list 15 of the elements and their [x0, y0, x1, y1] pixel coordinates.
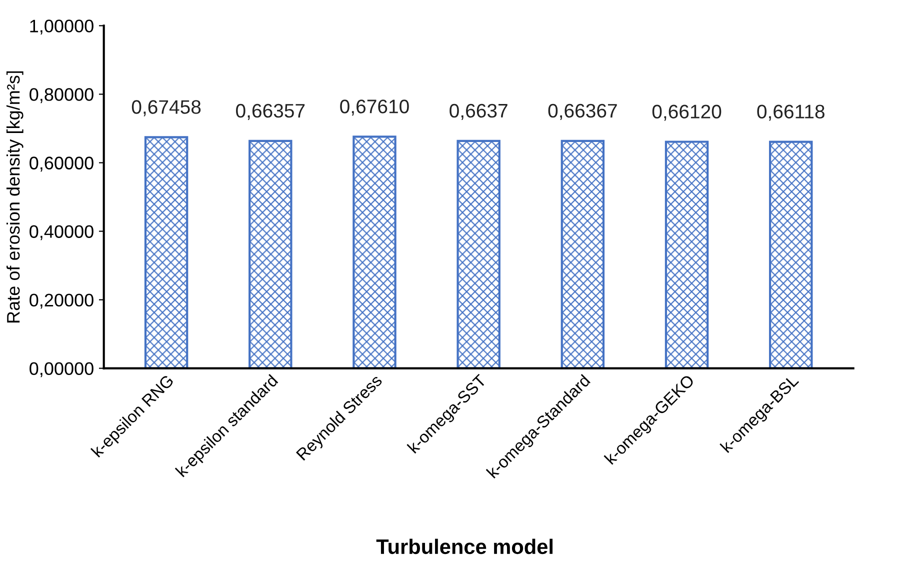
data-label: 0,66120: [652, 104, 722, 121]
data-label: 0,66118: [757, 104, 824, 121]
y-tick-label: 0,60000: [30, 156, 94, 172]
y-tick-label: 0,40000: [30, 225, 94, 240]
data-label: 0,66367: [548, 104, 617, 120]
data-label: 0,6637: [450, 104, 508, 120]
y-axis-title: Rate of erosion density [kg/m²s]: [6, 71, 24, 322]
data-label: 0,67610: [340, 100, 409, 116]
y-tick-label: 0,00000: [30, 362, 94, 378]
x-axis-title: Turbulence model: [376, 538, 553, 554]
y-tick-label: 0,80000: [30, 88, 94, 104]
data-label: 0,66357: [236, 104, 305, 120]
y-tick-label: 0,20000: [30, 294, 94, 309]
data-label: 0,67458: [132, 100, 201, 116]
y-tick-label: 1,00000: [30, 20, 94, 35]
